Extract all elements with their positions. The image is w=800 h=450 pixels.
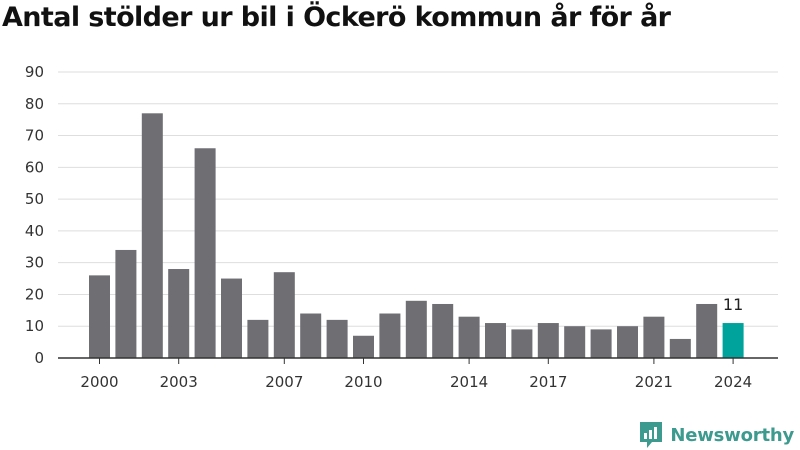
bar-2010: [353, 335, 374, 358]
bar-2012: [405, 300, 427, 358]
y-tick-label: 40: [25, 222, 44, 240]
bar-2001: [115, 249, 137, 358]
bar-2024: [722, 323, 744, 358]
x-tick-label: 2000: [80, 373, 118, 391]
bar-2017: [537, 323, 559, 358]
x-tick-label: 2010: [344, 373, 382, 391]
bar-2015: [485, 323, 506, 358]
x-tick-label: 2024: [714, 373, 752, 391]
bar-2020: [617, 326, 638, 358]
y-tick-label: 0: [34, 349, 44, 367]
chart-title: Antal stölder ur bil i Öckerö kommun år …: [2, 2, 671, 33]
y-tick-label: 90: [25, 63, 44, 81]
bar-2000: [89, 275, 110, 358]
bar-2016: [511, 329, 533, 358]
bar-2013: [432, 303, 454, 358]
bar-2003: [168, 269, 190, 358]
y-tick-label: 60: [25, 158, 44, 176]
y-tick-label: 20: [25, 285, 44, 303]
bar-2023: [696, 303, 718, 358]
bar-2007: [273, 272, 295, 358]
data-labels: 11: [723, 295, 743, 314]
bar-2019: [590, 329, 612, 358]
x-tick-label: 2017: [529, 373, 567, 391]
y-tick-label: 80: [25, 95, 44, 113]
gridlines: [58, 71, 778, 327]
bar-2021: [643, 316, 665, 358]
bar-2014: [458, 316, 480, 358]
data-label-2024: 11: [723, 295, 743, 314]
bar-2005: [221, 278, 242, 358]
x-tick-label: 2007: [265, 373, 303, 391]
newsworthy-logo-text: Newsworthy: [670, 424, 794, 446]
newsworthy-logo: Newsworthy: [638, 420, 794, 450]
y-tick-label: 30: [25, 254, 44, 272]
y-tick-label: 70: [25, 127, 44, 145]
y-axis-ticks: 0 10 20 30 40 50 60 70 80 90: [25, 63, 44, 367]
bars: [89, 113, 744, 358]
x-tick-label: 2003: [160, 373, 198, 391]
newsworthy-logo-icon: [640, 422, 663, 448]
x-tick-label: 2014: [450, 373, 488, 391]
bar-2018: [564, 326, 586, 358]
x-tick-label: 2021: [635, 373, 673, 391]
y-tick-label: 10: [25, 317, 44, 335]
bar-2011: [379, 313, 401, 358]
bar-2002: [141, 113, 163, 358]
bar-2006: [247, 319, 269, 358]
bar-2022: [669, 338, 691, 358]
y-tick-label: 50: [25, 190, 44, 208]
bar-2008: [300, 313, 322, 358]
x-axis-ticks: 2000 2003 2007 2010 2014 2017 2021 2024: [80, 358, 752, 391]
bar-2009: [326, 319, 348, 358]
bar-2004: [194, 148, 216, 358]
